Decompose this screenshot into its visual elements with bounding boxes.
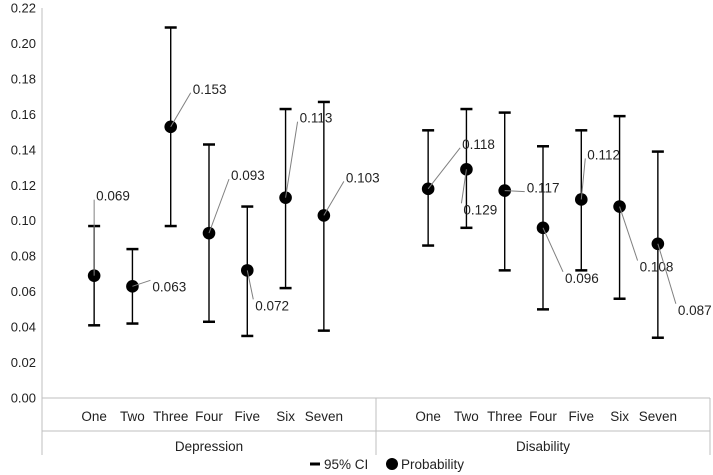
y-tick-label: 0.02 [11, 355, 36, 370]
label-leader-line [542, 227, 564, 273]
data-label: 0.103 [346, 170, 380, 185]
data-label: 0.087 [678, 303, 712, 318]
category-label: Five [569, 409, 595, 424]
category-label: One [81, 409, 107, 424]
data-label: 0.093 [231, 168, 265, 183]
label-leader-line [170, 92, 192, 128]
category-label: Five [235, 409, 261, 424]
label-leader-line [427, 147, 461, 190]
data-label: 0.096 [565, 271, 599, 286]
data-label: 0.072 [255, 298, 289, 313]
category-label: Four [195, 409, 223, 424]
label-leader-line [323, 181, 345, 216]
y-tick-label: 0.08 [11, 249, 36, 264]
data-label: 0.113 [300, 111, 333, 126]
y-tick-label: 0.06 [11, 284, 36, 299]
category-label: One [415, 409, 441, 424]
y-tick-label: 0.22 [11, 1, 36, 16]
y-tick-label: 0.14 [11, 142, 36, 157]
y-tick-label: 0.04 [11, 320, 36, 335]
category-label: Six [276, 409, 295, 424]
group-label: Depression [175, 439, 243, 454]
y-tick-label: 0.20 [11, 36, 36, 51]
legend-probability-marker [386, 458, 398, 470]
data-label: 0.108 [640, 260, 674, 275]
legend-probability-label: Probability [401, 457, 464, 472]
y-tick-label: 0.00 [11, 391, 36, 406]
data-label: 0.117 [527, 181, 560, 196]
group-label: Disability [516, 439, 570, 454]
label-leader-line [246, 270, 254, 300]
category-label: Six [610, 409, 629, 424]
data-label: 0.112 [587, 147, 620, 162]
data-label: 0.063 [152, 279, 186, 294]
data-label: 0.153 [193, 82, 227, 97]
category-label: Seven [305, 409, 343, 424]
probability-point [460, 163, 473, 176]
category-label: Four [529, 409, 557, 424]
data-label: 0.069 [96, 189, 130, 204]
data-label: 0.129 [463, 202, 497, 217]
y-tick-label: 0.16 [11, 107, 36, 122]
legend: 95% CI Probability [310, 457, 464, 472]
label-leader-line [580, 158, 586, 200]
data-label: 0.118 [462, 137, 495, 152]
label-leader-line [132, 279, 151, 287]
label-leader-line [504, 190, 525, 193]
category-label: Three [153, 409, 188, 424]
category-label: Two [120, 409, 145, 424]
category-label: Seven [639, 409, 677, 424]
data-labels: 0.069 0.063 0.153 0.093 0.072 0.113 0.103 0.118… [93, 82, 712, 318]
legend-ci-label: 95% CI [324, 457, 368, 472]
label-leader-line [208, 178, 230, 234]
y-tick-label: 0.10 [11, 213, 36, 228]
label-leader-line [460, 169, 467, 204]
axes: 0.00 0.02 0.04 0.06 0.08 0.10 0.12 0.14 0.16 0.18… [11, 1, 711, 455]
y-tick-label: 0.18 [11, 71, 36, 86]
category-label: Three [487, 409, 522, 424]
label-leader-line [285, 121, 299, 198]
y-tick-label: 0.12 [11, 178, 36, 193]
label-leader-line [619, 206, 639, 261]
category-label: Two [454, 409, 479, 424]
label-leader-line [657, 243, 677, 304]
